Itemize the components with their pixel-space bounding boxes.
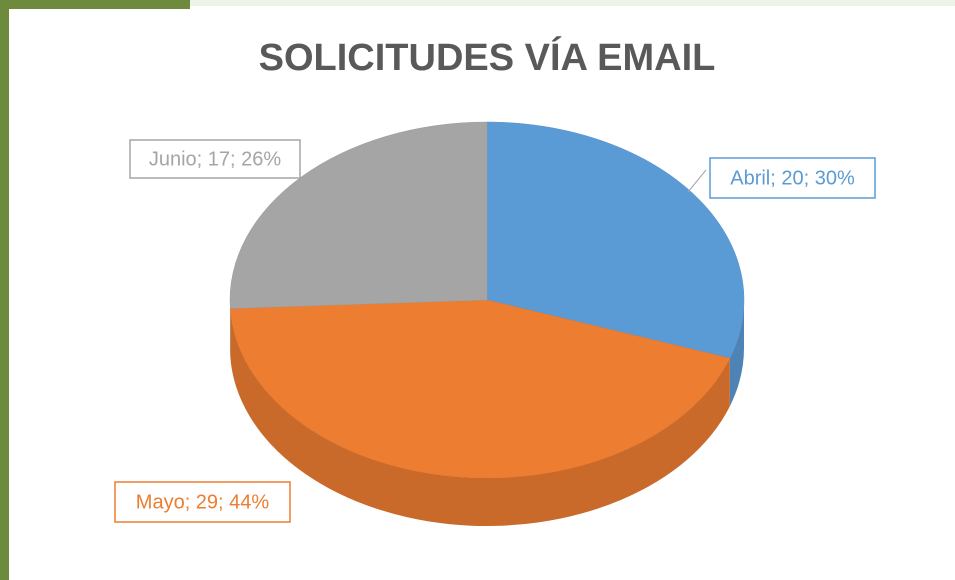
slice: [486, 121, 745, 359]
slice: [230, 299, 731, 479]
data-label: Mayo; 29; 44%: [136, 491, 270, 513]
slice-side: [230, 308, 730, 526]
top-strip: [190, 0, 955, 6]
data-label-box: [114, 481, 291, 523]
slice-side: [729, 300, 744, 407]
chart-title: SOLICITUDES VÍA EMAIL: [259, 35, 716, 79]
leader-line: [687, 169, 707, 193]
top-tab: [0, 0, 190, 9]
slice: [229, 121, 488, 309]
left-border: [0, 0, 9, 580]
data-label: Abril; 20; 30%: [730, 167, 855, 189]
data-label-box: [129, 139, 301, 179]
data-label: Junio; 17; 26%: [149, 148, 282, 170]
data-label-box: [709, 157, 876, 199]
